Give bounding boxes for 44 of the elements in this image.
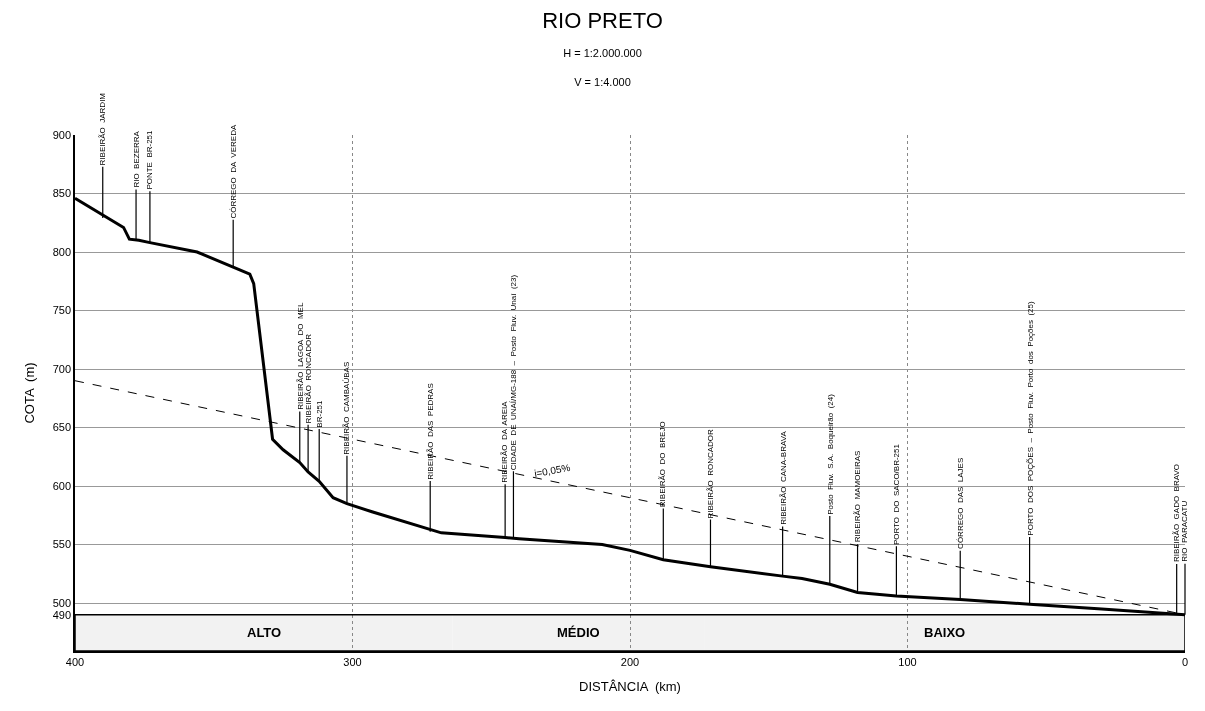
y-tick-label: 900 [52,128,72,141]
annotation: CÓRREGO DAS LAJES [955,457,965,549]
y-tick-label: 800 [52,245,72,258]
annotation: CÓRREGO DA VEREDA [228,124,238,219]
y-tick-label: 600 [52,479,72,492]
y-tick-label: 550 [52,538,72,551]
annotation: PONTE BR-251 [145,129,155,190]
annotation: RIBEIRÃO LAGOA DO MEL [295,302,305,410]
band-label: MÉDIO [557,625,600,640]
x-tick-label: 300 [343,655,362,668]
annotation: RIBEIRÃO CAMBAÚBAS [342,361,352,455]
x-axis-title: DISTÂNCIA (km) [579,679,681,695]
y-tick-label: 750 [52,304,72,317]
annotation: CIDADE DE UNAÍ/MG-188 – Posto Fluv. Unaí (23) [508,274,518,471]
annotation: PORTO DO SACO/BR-251 [891,443,901,546]
annotation: RIBEIRÃO JARDIM [98,92,108,166]
y-tick-label: 650 [52,421,72,434]
annotation: RIBEIRÃO MAMOEIRAS [852,450,862,543]
chart-title: RIO PRETO [542,8,663,34]
x-tick-label: 400 [65,655,85,668]
x-tick-label: 200 [620,655,640,668]
y-tick-label: 500 [52,596,72,609]
annotation: RIBEIRÃO DAS PEDRAS [425,383,435,480]
annotation: RIBEIRÃO GADO BRAVO [1172,464,1182,563]
text: i=0,05% [533,461,572,480]
annotation: Posto Fluv. S.A. Boqueirão (24) [825,393,835,515]
annotation: RIBEIRÃO DA AREIA [500,400,510,483]
annotation: RIBEIRÃO DO BREJO [658,421,668,508]
x-tick-label: 0 [1181,655,1189,668]
annotation: PORTO DOS POÇÕES – Posto Fluv. Porto dos Poções (25) [1025,301,1035,536]
text: H = 1:2.000.000 V = 1:4.000 [563,47,642,88]
annotation: RIBEIRÃO RONCADOR [303,333,313,424]
annotation: RIBEIRÃO RONCADOR [706,428,716,519]
annotation: RIO BEZERRA [131,130,141,188]
x-tick-label: 100 [898,655,917,668]
band-label: ALTO [247,625,282,640]
band-label: BAIXO [924,625,966,640]
y-axis-title: COTA (m) [22,362,38,424]
y-tick-label: 700 [52,362,72,375]
annotation: BR-251 [314,399,324,428]
y-tick-label: 850 [52,187,72,200]
annotation: RIBEIRÃO CANA-BRAVA [778,430,788,525]
annotation: RIO PARACATU [1180,500,1190,562]
y-tick-label: 490 [52,608,72,621]
